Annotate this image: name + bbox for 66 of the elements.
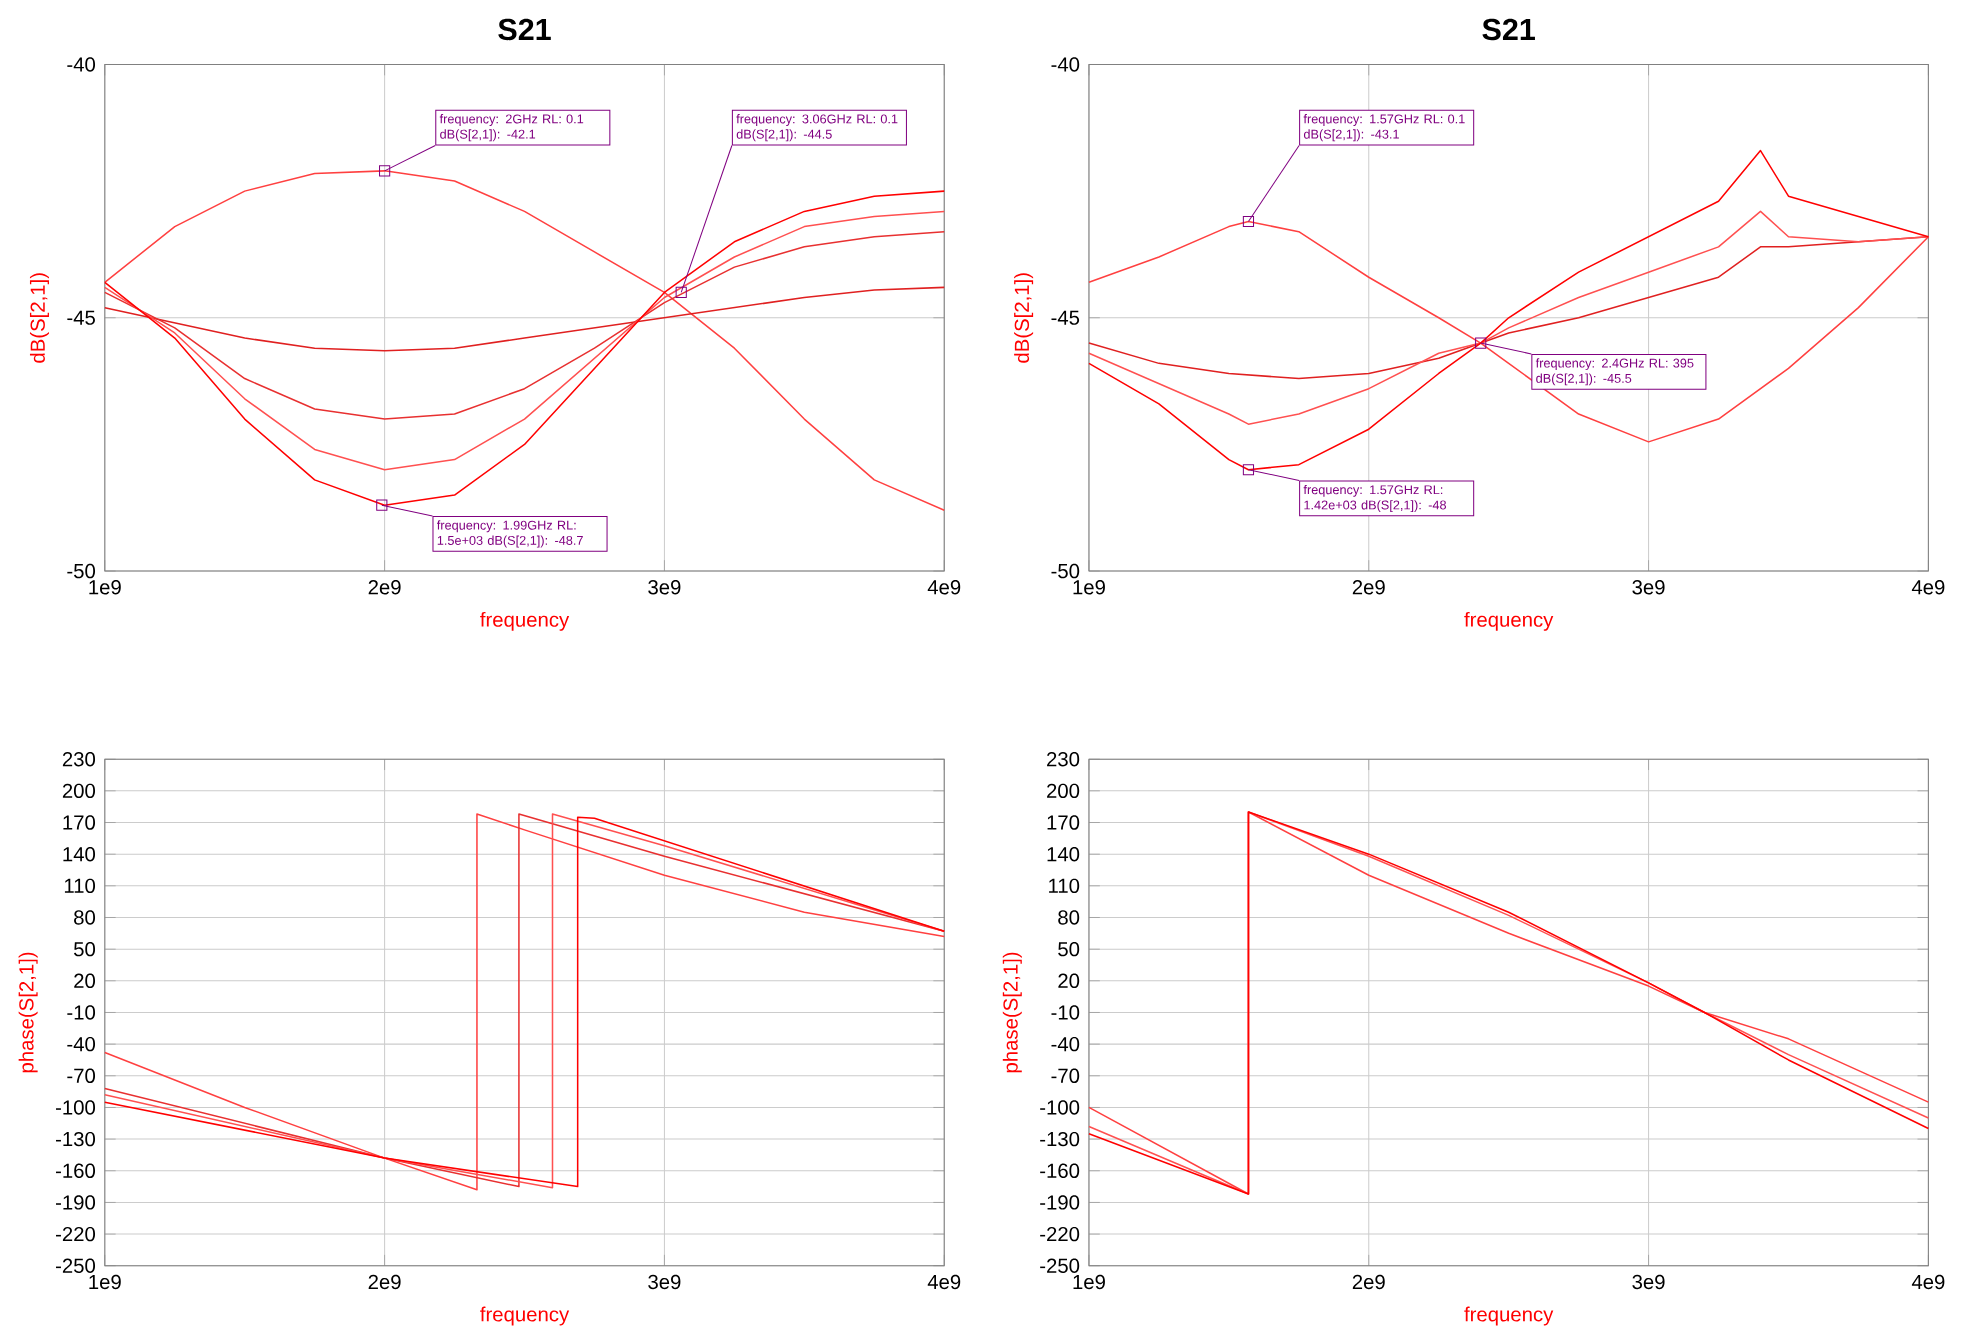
y-tick-label: -130 (1040, 1131, 1080, 1147)
y-tick-label: -50 (1051, 563, 1080, 579)
x-tick-label: 3e9 (1632, 579, 1665, 595)
y-tick-label: -220 (1040, 1226, 1080, 1242)
x-tick-label: 3e9 (1632, 1274, 1665, 1290)
y-tick-label: -40 (67, 57, 96, 72)
x-axis-title: frequency (1464, 1306, 1554, 1326)
y-tick-label: -50 (67, 563, 96, 579)
y-tick-label: -100 (1040, 1100, 1080, 1115)
y-axis-title: dB(S[2,1]) (1014, 273, 1034, 363)
chart-title: S21 (498, 18, 551, 41)
y-tick-label: 20 (1058, 973, 1080, 988)
y-tick-label: 200 (1047, 783, 1080, 798)
x-tick-label: 1e9 (1073, 579, 1105, 595)
x-axis-title: frequency (480, 611, 570, 631)
y-tick-label: 230 (62, 751, 96, 767)
x-tick-label: 1e9 (89, 1274, 121, 1290)
y-tick-label: -70 (67, 1068, 96, 1083)
y-tick-label: -160 (1040, 1163, 1080, 1178)
y-tick-label: 170 (63, 815, 96, 830)
y-tick-label: 110 (64, 878, 96, 893)
y-tick-label: 80 (1058, 910, 1080, 925)
y-tick-label: -250 (1040, 1258, 1080, 1273)
y-tick-label: -130 (56, 1131, 96, 1147)
y-tick-label: 170 (1047, 815, 1080, 830)
chart-title: S21 (1482, 18, 1535, 41)
y-tick-label: 140 (1047, 846, 1080, 862)
x-tick-label: 3e9 (648, 1274, 681, 1290)
y-tick-label: -45 (67, 310, 95, 325)
x-tick-label: 4e9 (1911, 579, 1945, 595)
y-axis-title: phase(S[2,1]) (1002, 952, 1022, 1073)
y-axis-title: phase(S[2,1]) (18, 952, 38, 1073)
x-tick-label: 3e9 (648, 579, 681, 595)
x-tick-label: 4e9 (1911, 1274, 1945, 1290)
y-tick-label: -250 (56, 1258, 96, 1273)
x-axis-title: frequency (1464, 611, 1554, 631)
y-tick-label: 230 (1047, 751, 1080, 767)
y-tick-label: -220 (56, 1226, 96, 1242)
y-tick-label: 110 (1049, 878, 1080, 893)
y-tick-label: 80 (74, 910, 96, 925)
x-tick-label: 1e9 (89, 579, 121, 595)
x-tick-label: 2e9 (368, 579, 401, 595)
y-axis-title: dB(S[2,1]) (29, 273, 49, 363)
y-tick-label: -10 (1051, 1005, 1080, 1020)
x-tick-label: 2e9 (368, 1274, 401, 1290)
y-tick-label: 50 (73, 941, 96, 957)
y-tick-label: 50 (1058, 941, 1080, 957)
y-tick-label: -40 (67, 1036, 96, 1052)
y-tick-label: 20 (74, 973, 96, 988)
x-axis-title: frequency (480, 1306, 570, 1326)
y-tick-label: -190 (1040, 1195, 1080, 1210)
x-tick-label: 1e9 (1073, 1274, 1105, 1290)
x-tick-label: 4e9 (927, 1274, 961, 1290)
y-tick-label: -160 (56, 1163, 96, 1178)
y-tick-label: -10 (67, 1005, 96, 1020)
y-tick-label: -40 (1051, 1036, 1080, 1052)
y-tick-label: -45 (1051, 310, 1080, 325)
x-tick-label: 2e9 (1352, 1274, 1385, 1290)
y-tick-label: -190 (56, 1195, 96, 1210)
y-tick-label: -70 (1051, 1068, 1080, 1083)
y-tick-label: 200 (62, 783, 96, 798)
y-tick-label: -100 (56, 1100, 96, 1115)
y-tick-label: -40 (1051, 57, 1080, 72)
x-tick-label: 2e9 (1352, 579, 1385, 595)
x-tick-label: 4e9 (927, 579, 961, 595)
y-tick-label: 140 (63, 846, 96, 862)
